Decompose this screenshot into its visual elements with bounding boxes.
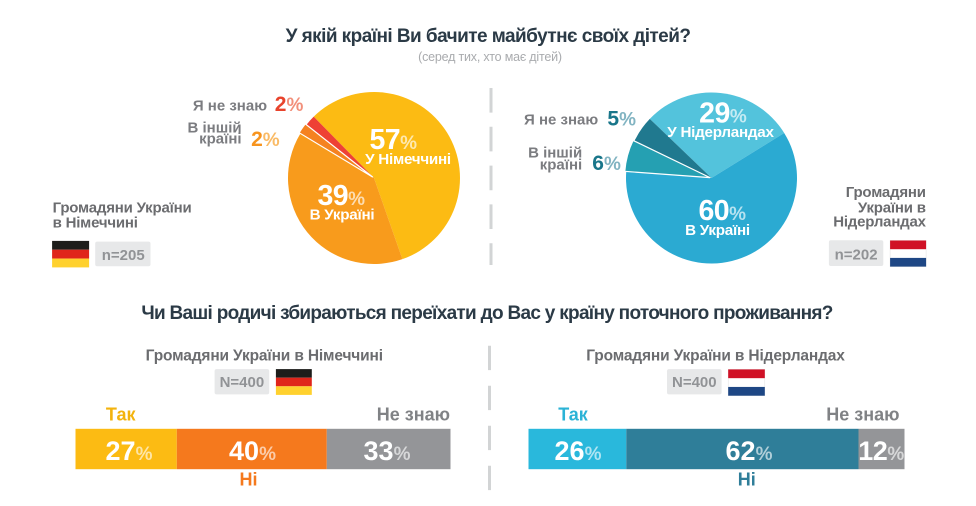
svg-text:У Німеччині: У Німеччині: [365, 151, 451, 168]
svg-text:29%: 29%: [699, 98, 747, 130]
svg-text:2%: 2%: [275, 93, 304, 116]
svg-text:(серед тих, хто має дітей): (серед тих, хто має дітей): [418, 50, 562, 64]
svg-text:n=202: n=202: [835, 247, 878, 264]
svg-text:Громадяни України: Громадяни України: [53, 200, 192, 217]
svg-text:N=400: N=400: [672, 374, 717, 391]
svg-text:Ні: Ні: [240, 469, 258, 489]
svg-text:Так: Так: [106, 405, 137, 425]
svg-text:В Україні: В Україні: [310, 207, 375, 224]
svg-text:Громадяни України в Нідерланда: Громадяни України в Нідерландах: [586, 348, 845, 365]
svg-text:39%: 39%: [317, 180, 365, 212]
svg-text:2%: 2%: [251, 128, 280, 151]
svg-text:України в: України в: [858, 200, 926, 217]
svg-text:Я не знаю: Я не знаю: [193, 98, 267, 115]
svg-text:57%: 57%: [369, 124, 417, 156]
svg-text:Ні: Ні: [738, 469, 756, 489]
svg-text:26%: 26%: [555, 436, 602, 466]
svg-text:6%: 6%: [592, 152, 621, 175]
svg-text:N=400: N=400: [220, 374, 265, 391]
svg-text:n=205: n=205: [102, 247, 145, 264]
svg-text:країні: країні: [540, 157, 582, 174]
svg-text:В іншій: В іншій: [528, 145, 582, 162]
svg-text:Не знаю: Не знаю: [826, 405, 899, 425]
svg-text:Я не знаю: Я не знаю: [524, 112, 598, 129]
svg-text:27%: 27%: [106, 436, 153, 466]
svg-text:60%: 60%: [698, 195, 746, 227]
svg-text:Так: Так: [558, 405, 589, 425]
svg-text:Не знаю: Не знаю: [377, 405, 450, 425]
svg-text:країні: країні: [199, 130, 241, 147]
svg-text:У Нідерландах: У Нідерландах: [667, 124, 774, 141]
svg-text:40%: 40%: [229, 436, 276, 466]
svg-text:Громадяни: Громадяни: [846, 184, 926, 201]
svg-text:12%: 12%: [858, 436, 904, 466]
svg-text:Чи Ваші родичі збираються пере: Чи Ваші родичі збираються переїхати до В…: [141, 303, 832, 324]
svg-text:62%: 62%: [726, 436, 773, 466]
svg-text:Нідерландах: Нідерландах: [833, 214, 926, 231]
svg-text:В іншій: В іншій: [187, 119, 241, 136]
svg-text:в Німеччині: в Німеччині: [53, 214, 138, 231]
svg-text:Громадяни України в Німеччині: Громадяни України в Німеччині: [146, 348, 383, 365]
svg-text:33%: 33%: [364, 436, 411, 466]
svg-text:У якій країні Ви бачите майбут: У якій країні Ви бачите майбутнє своїх д…: [286, 26, 691, 47]
svg-text:5%: 5%: [607, 107, 636, 130]
svg-text:В Україні: В Україні: [685, 222, 750, 239]
